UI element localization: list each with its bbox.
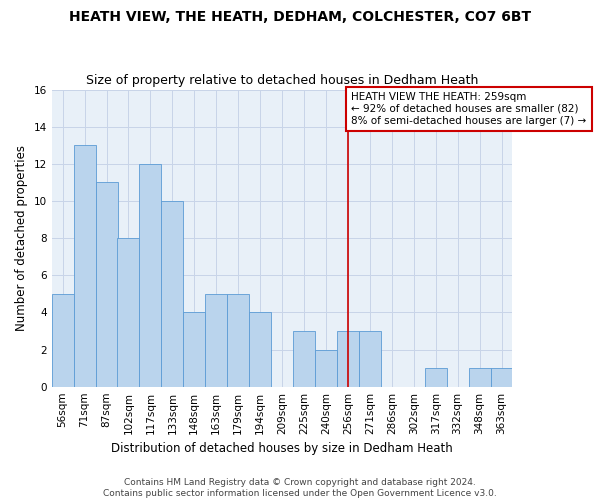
Bar	[227, 294, 249, 386]
Y-axis label: Number of detached properties: Number of detached properties	[15, 145, 28, 331]
Bar	[337, 331, 359, 386]
Bar	[359, 331, 381, 386]
Bar	[95, 182, 118, 386]
Bar	[184, 312, 205, 386]
Bar	[249, 312, 271, 386]
Bar	[491, 368, 512, 386]
Bar	[425, 368, 446, 386]
Bar	[469, 368, 491, 386]
Bar	[139, 164, 161, 386]
Text: HEATH VIEW, THE HEATH, DEDHAM, COLCHESTER, CO7 6BT: HEATH VIEW, THE HEATH, DEDHAM, COLCHESTE…	[69, 10, 531, 24]
Text: Contains HM Land Registry data © Crown copyright and database right 2024.
Contai: Contains HM Land Registry data © Crown c…	[103, 478, 497, 498]
X-axis label: Distribution of detached houses by size in Dedham Heath: Distribution of detached houses by size …	[111, 442, 453, 455]
Title: Size of property relative to detached houses in Dedham Heath: Size of property relative to detached ho…	[86, 74, 478, 87]
Text: HEATH VIEW THE HEATH: 259sqm
← 92% of detached houses are smaller (82)
8% of sem: HEATH VIEW THE HEATH: 259sqm ← 92% of de…	[351, 92, 586, 126]
Bar	[74, 146, 95, 386]
Bar	[315, 350, 337, 387]
Bar	[161, 201, 184, 386]
Bar	[118, 238, 139, 386]
Bar	[293, 331, 315, 386]
Bar	[52, 294, 74, 386]
Bar	[205, 294, 227, 386]
